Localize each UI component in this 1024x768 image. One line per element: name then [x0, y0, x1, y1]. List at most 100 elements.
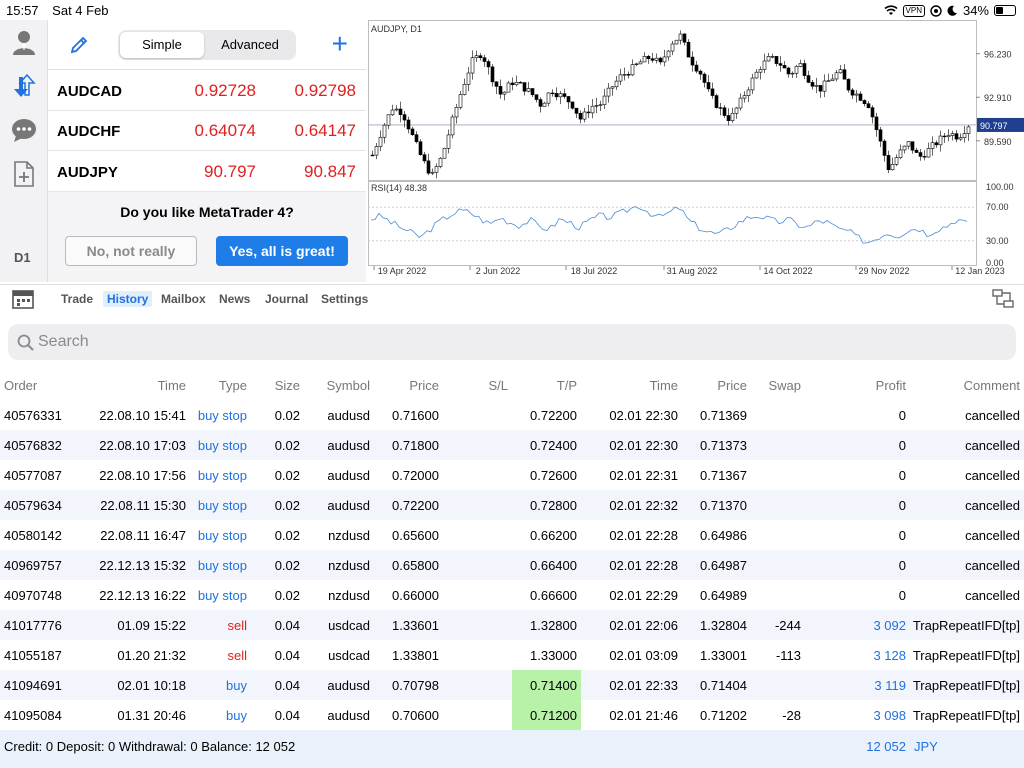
candle-body — [886, 155, 891, 171]
calendar-icon[interactable] — [12, 289, 34, 309]
table-row[interactable]: 41095084 01.31 20:46 buy 0.04 audusd 0.70600 0… — [0, 700, 1024, 730]
watchlist-row[interactable]: AUDCAD 0.92728 0.92798 — [48, 71, 366, 111]
chat-icon[interactable] — [10, 116, 38, 144]
account-icon[interactable] — [10, 28, 38, 56]
mode-simple[interactable]: Simple — [120, 32, 204, 58]
x-tick-label: 29 Nov 2022 — [858, 266, 909, 276]
col-symbol[interactable]: Symbol — [326, 378, 370, 393]
tab-news[interactable]: News — [219, 292, 251, 306]
order-type: sell — [227, 648, 247, 663]
table-row[interactable]: 40970748 22.12.13 16:22 buy stop 0.02 nzdusd… — [0, 580, 1024, 610]
col-type[interactable]: Type — [218, 378, 247, 393]
candle-body — [742, 95, 747, 99]
candle-body — [582, 111, 587, 120]
table-row[interactable]: 40576331 22.08.10 15:41 buy stop 0.02 audusd… — [0, 400, 1024, 430]
mode-advanced[interactable]: Advanced — [221, 37, 279, 52]
candle-body — [958, 137, 963, 140]
order-type: buy — [226, 708, 247, 723]
timeframe-label[interactable]: D1 — [14, 250, 31, 265]
table-row[interactable]: 41094691 02.01 10:18 buy 0.04 audusd 0.70798 0… — [0, 670, 1024, 700]
price-tick-label: 89.590 — [984, 137, 1012, 147]
table-row[interactable]: 40969757 22.12.13 15:32 buy stop 0.02 nzdusd… — [0, 550, 1024, 580]
candle-body — [930, 142, 935, 149]
table-row[interactable]: 40576832 22.08.10 17:03 buy stop 0.02 audusd… — [0, 430, 1024, 460]
candle-body — [802, 63, 807, 76]
candle-body — [450, 116, 455, 136]
tab-trade[interactable]: Trade — [61, 292, 94, 306]
candle-body — [682, 33, 687, 43]
order-type: sell — [227, 618, 247, 633]
search-input[interactable]: Search — [38, 333, 89, 350]
col-profit[interactable]: Profit — [875, 378, 906, 393]
col-sl[interactable]: S/L — [488, 378, 508, 393]
candle-body — [794, 66, 799, 74]
close-time: 02.01 22:33 — [609, 678, 678, 693]
layout-icon[interactable] — [992, 289, 1014, 309]
candle-body — [650, 58, 655, 61]
table-row[interactable]: 40579634 22.08.11 15:30 buy stop 0.02 audusd… — [0, 490, 1024, 520]
candle-body — [586, 111, 591, 114]
tab-journal[interactable]: Journal — [265, 292, 309, 306]
tab-settings[interactable]: Settings — [321, 292, 369, 306]
col-close-price[interactable]: Price — [717, 378, 747, 393]
add-symbol-icon[interactable]: + — [331, 28, 348, 59]
col-order[interactable]: Order — [4, 378, 38, 393]
yes-button[interactable]: Yes, all is great! — [216, 236, 348, 266]
candle-body — [618, 74, 623, 82]
close-price: 0.64986 — [700, 528, 747, 543]
col-tp[interactable]: T/P — [556, 378, 577, 393]
take-profit: 0.66600 — [530, 588, 577, 603]
table-row[interactable]: 41055187 01.20 21:32 sell 0.04 usdcad 1.33801… — [0, 640, 1024, 670]
edit-pencil-icon[interactable] — [68, 34, 90, 56]
candle-body — [526, 88, 531, 92]
table-row[interactable]: 41017776 01.09 15:22 sell 0.04 usdcad 1.33601… — [0, 610, 1024, 640]
trade-arrows-icon[interactable] — [10, 72, 38, 100]
candle-body — [566, 96, 571, 103]
table-row[interactable]: 40577087 22.08.10 17:56 buy stop 0.02 audusd… — [0, 460, 1024, 490]
candle-body — [946, 135, 951, 138]
candle-body — [474, 55, 479, 58]
sidebar: D1 — [0, 20, 48, 282]
candle-body — [702, 73, 707, 83]
table-row[interactable]: 40580142 22.08.11 16:47 buy stop 0.02 nzdusd… — [0, 520, 1024, 550]
close-time: 02.01 21:46 — [609, 708, 678, 723]
col-price[interactable]: Price — [409, 378, 439, 393]
x-tick-label: 14 Oct 2022 — [763, 266, 812, 276]
col-size[interactable]: Size — [274, 378, 300, 393]
order-number: 40970748 — [4, 588, 62, 603]
order-size: 0.02 — [274, 588, 300, 603]
search-bar[interactable]: Search — [8, 324, 1016, 360]
candle-body — [950, 133, 955, 136]
new-document-icon[interactable] — [10, 160, 38, 188]
take-profit: 0.71400 — [530, 678, 577, 693]
candle-body — [746, 89, 751, 96]
rsi-tick-label: 30.00 — [986, 236, 1009, 246]
close-time: 02.01 22:30 — [609, 438, 678, 453]
candle-body — [762, 60, 767, 70]
location-icon — [930, 4, 942, 17]
candle-body — [786, 67, 791, 75]
rating-prompt: Do you like MetaTrader 4? No, not really… — [48, 192, 366, 282]
col-comment[interactable]: Comment — [963, 378, 1020, 393]
open-price: 0.70600 — [392, 708, 439, 723]
watchlist-row[interactable]: AUDCHF 0.64074 0.64147 — [48, 111, 366, 151]
balance-summary: Credit: 0 Deposit: 0 Withdrawal: 0 Balan… — [4, 739, 296, 754]
open-time: 02.01 10:18 — [117, 678, 186, 693]
col-swap[interactable]: Swap — [768, 378, 801, 393]
tab-history[interactable]: History — [103, 291, 153, 307]
col-close-time[interactable]: Time — [649, 378, 678, 393]
order-size: 0.02 — [274, 468, 300, 483]
price-chart[interactable]: 96.230 92.910 89.590 90.797 AUDJPY, D1 100.00… — [368, 20, 1024, 282]
watchlist-row[interactable]: AUDJPY 90.797 90.847 — [48, 152, 366, 192]
close-price: 1.32804 — [700, 618, 747, 633]
rsi-line — [370, 206, 968, 244]
order-type: buy stop — [197, 438, 247, 453]
close-time: 02.01 22:06 — [609, 618, 678, 633]
no-button[interactable]: No, not really — [65, 236, 197, 266]
candle-body — [578, 113, 583, 120]
col-time[interactable]: Time — [157, 378, 186, 393]
watchlist-header: Simple Advanced + — [48, 20, 366, 70]
tab-mailbox[interactable]: Mailbox — [161, 292, 206, 306]
candle-body — [486, 61, 491, 68]
candle-body — [562, 93, 567, 97]
